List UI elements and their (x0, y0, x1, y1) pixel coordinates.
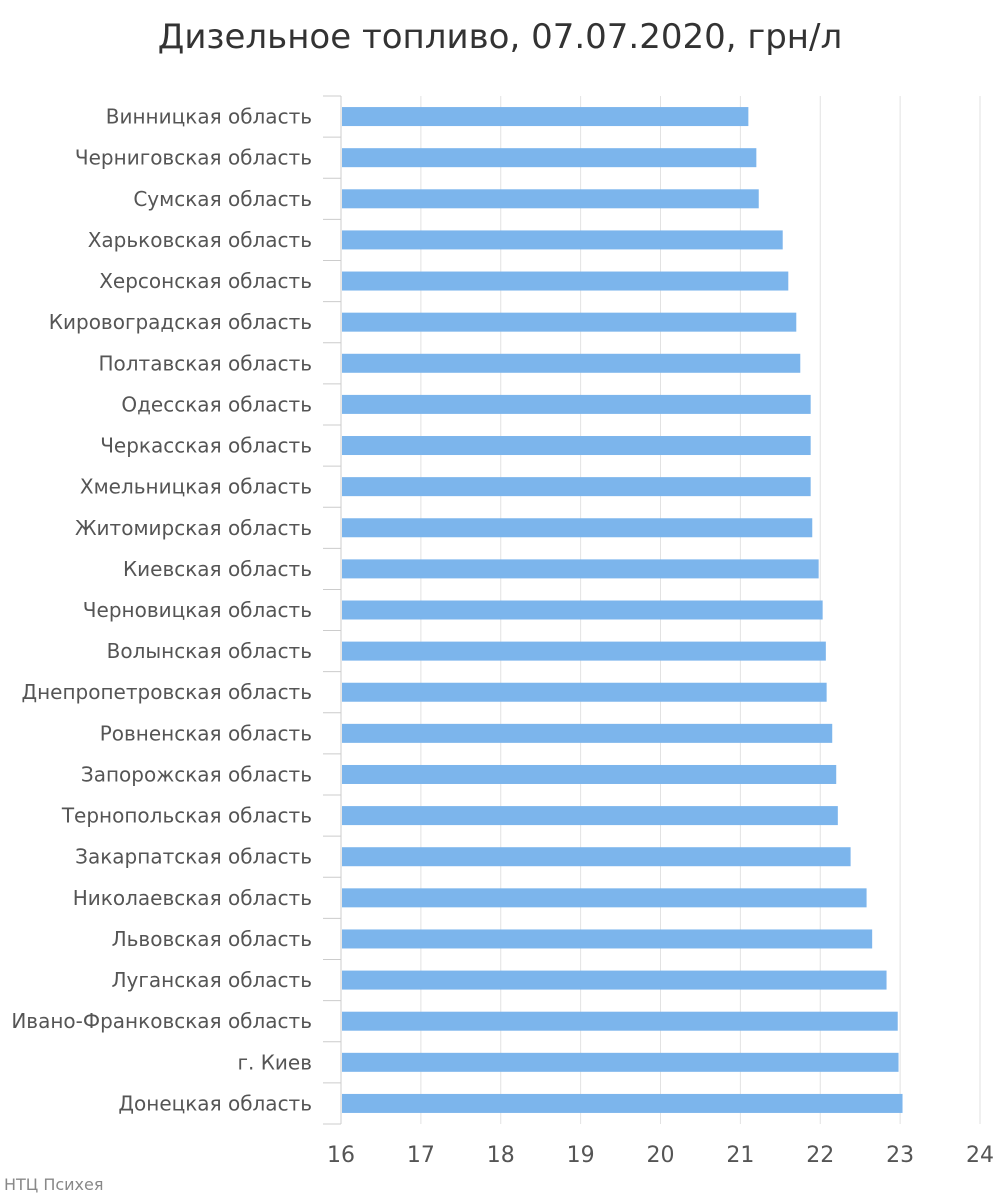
category-label: Львовская область (112, 927, 312, 951)
category-label: Харьковская область (88, 228, 312, 252)
category-label: Тернопольская область (61, 804, 312, 828)
bars (342, 107, 903, 1113)
bar (342, 600, 823, 620)
bar (342, 723, 833, 743)
chart-title: Дизельное топливо, 07.07.2020, грн/л (158, 17, 842, 57)
x-tick-label: 20 (647, 1143, 675, 1168)
category-label: Херсонская область (99, 269, 312, 293)
category-label: Ивано-Франковская область (11, 1009, 312, 1033)
bar (342, 107, 749, 127)
bar (342, 847, 851, 867)
bar (342, 888, 867, 908)
bar (342, 970, 887, 990)
x-tick-label: 17 (407, 1143, 435, 1168)
bar (342, 1052, 899, 1072)
bar (342, 764, 837, 784)
category-label: Кировоградская область (49, 310, 312, 334)
bar (342, 271, 789, 291)
bar (342, 929, 873, 949)
x-tick-label: 21 (726, 1143, 754, 1168)
category-label: Волынская область (107, 639, 312, 663)
bar (342, 477, 811, 497)
category-label: Черниговская область (75, 146, 312, 170)
category-label: Закарпатская область (75, 845, 312, 869)
category-label: г. Киев (237, 1050, 312, 1074)
category-label: Полтавская область (98, 351, 312, 375)
bar (342, 436, 811, 456)
category-labels: Винницкая область Черниговская область Сум… (11, 105, 312, 1116)
bar (342, 518, 813, 538)
bar (342, 189, 759, 209)
category-label: Донецкая область (118, 1091, 312, 1115)
category-label: Ровненская область (100, 721, 312, 745)
category-label: Днепропетровская область (21, 680, 312, 704)
bar (342, 682, 827, 702)
x-tick-label: 16 (327, 1143, 355, 1168)
x-tick-label: 22 (806, 1143, 834, 1168)
category-label: Винницкая область (106, 105, 312, 129)
bar (342, 353, 801, 373)
category-label: Хмельницкая область (80, 475, 312, 499)
category-label: Житомирская область (75, 516, 312, 540)
category-label: Запорожская область (81, 762, 312, 786)
bar (342, 1011, 898, 1031)
category-label: Луганская область (112, 968, 312, 992)
x-tick-label: 18 (487, 1143, 515, 1168)
bar (342, 806, 838, 826)
bar (342, 641, 826, 661)
x-tick-label: 19 (567, 1143, 595, 1168)
category-label: Николаевская область (73, 886, 312, 910)
x-axis: 16 17 18 19 20 21 22 23 24 (323, 95, 994, 1168)
category-label: Сумская область (133, 187, 312, 211)
category-label: Одесская область (121, 392, 312, 416)
bar (342, 1093, 903, 1113)
x-tick-label: 24 (966, 1143, 994, 1168)
credit-label: НТЦ Психея (4, 1175, 103, 1194)
x-tick-label: 23 (886, 1143, 914, 1168)
bar (342, 559, 819, 579)
bar (342, 312, 797, 332)
bar (342, 394, 811, 414)
bar (342, 230, 783, 250)
category-label: Черкасская область (100, 434, 312, 458)
category-label: Киевская область (123, 557, 312, 581)
bar (342, 148, 757, 168)
category-label: Черновицкая область (83, 598, 312, 622)
